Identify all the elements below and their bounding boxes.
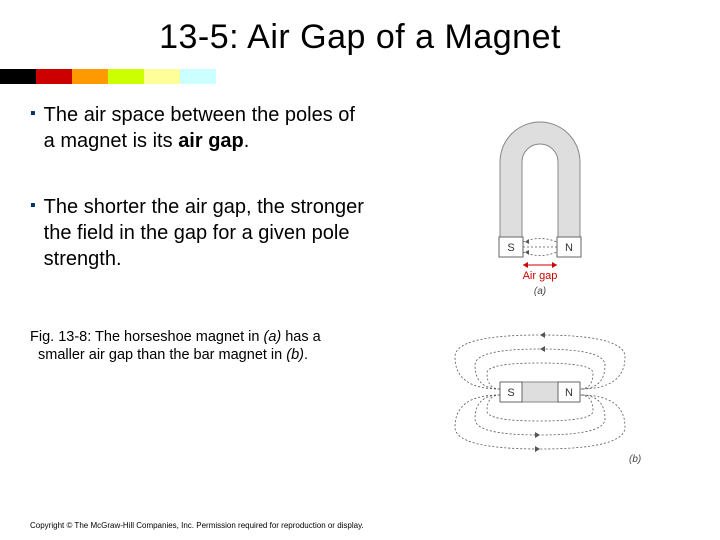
strip-6	[216, 69, 252, 84]
bullet-text-1: The air space between the poles of a mag…	[44, 102, 370, 154]
horseshoe-svg: S N	[440, 107, 640, 297]
strip-3	[108, 69, 144, 84]
bullet-1: ▪ The air space between the poles of a m…	[30, 102, 370, 154]
bar-s-label: S	[507, 387, 514, 399]
arrowhead	[535, 446, 540, 452]
strip-4	[144, 69, 180, 84]
bullet-marker: ▪	[30, 194, 36, 272]
arrowhead	[540, 332, 545, 338]
strip-5	[180, 69, 216, 84]
figure-caption: Fig. 13-8: The horseshoe magnet in (a) h…	[30, 328, 370, 364]
caption-pre: Fig. 13-8: The horseshoe magnet in	[30, 329, 263, 345]
sublabel-a: (a)	[534, 286, 546, 297]
bullet-2-pre: The shorter the air gap, the stronger th…	[44, 196, 364, 270]
arrowhead	[525, 239, 529, 244]
bullet-1-bold: air gap	[178, 130, 244, 152]
horseshoe-body	[500, 122, 580, 237]
bullet-text-2: The shorter the air gap, the stronger th…	[44, 194, 370, 272]
text-column: ▪ The air space between the poles of a m…	[30, 102, 370, 472]
airgap-annotation: Air gap	[523, 262, 558, 282]
arrowhead	[535, 432, 540, 438]
arrowhead	[525, 250, 529, 255]
strip-2	[72, 69, 108, 84]
caption-a: (a)	[263, 329, 281, 345]
copyright-notice: Copyright © The McGraw-Hill Companies, I…	[30, 521, 364, 530]
bar-n-label: N	[565, 387, 573, 399]
horseshoe-diagram: S N	[440, 107, 640, 302]
strip-1	[36, 69, 72, 84]
content-row: ▪ The air space between the poles of a m…	[30, 102, 690, 472]
slide-title: 13-5: Air Gap of a Magnet	[30, 18, 690, 57]
color-strip	[0, 69, 690, 84]
caption-post: .	[304, 347, 308, 363]
bullet-2: ▪ The shorter the air gap, the stronger …	[30, 194, 370, 272]
airgap-label: Air gap	[523, 270, 558, 282]
figure-column: S N	[390, 102, 690, 472]
bullet-marker: ▪	[30, 102, 36, 154]
caption-b: (b)	[286, 347, 304, 363]
pole-s-label: S	[507, 242, 514, 254]
sublabel-b: (b)	[629, 454, 641, 465]
bar-diagram: S N (b)	[425, 327, 655, 472]
arrowhead	[540, 346, 545, 352]
bullet-1-post: .	[244, 130, 250, 152]
strip-0	[0, 69, 36, 84]
slide: 13-5: Air Gap of a Magnet ▪ The air spac…	[0, 0, 720, 540]
pole-n-label: N	[565, 242, 573, 254]
bar-svg: S N (b)	[425, 327, 655, 467]
